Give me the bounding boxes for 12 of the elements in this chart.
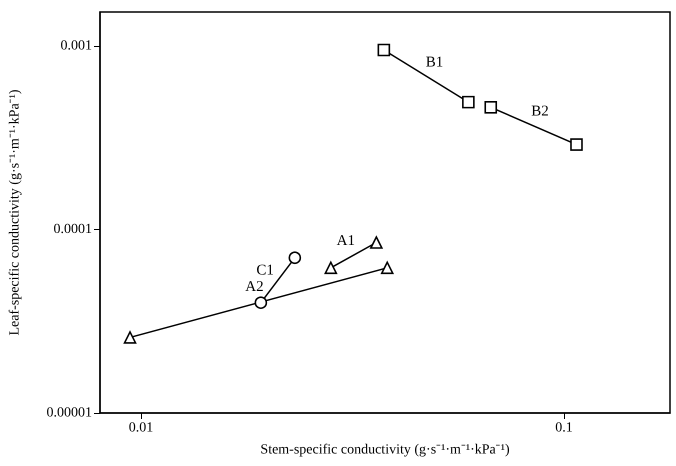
x-axis-title: Stem-specific conductivity (g·s⁻¹·m⁻¹·kPa⁻¹) [260,442,510,458]
series-label: C1 [256,262,274,279]
series-label: B2 [531,103,549,120]
y-tick-label: 0.0001 [54,222,92,237]
series-label: A1 [336,233,355,250]
y-tick-label: 0.00001 [46,406,92,420]
y-axis-title: Leaf-specific conductivity (g·s⁻¹·m⁻¹·kPa⁻¹) [8,89,22,336]
y-tick-label: 0.001 [60,38,92,54]
x-tick-label: 0.1 [555,420,573,436]
series-label: A2 [245,279,264,296]
x-tick-label: 0.01 [128,420,154,436]
series-label: B1 [426,54,444,70]
